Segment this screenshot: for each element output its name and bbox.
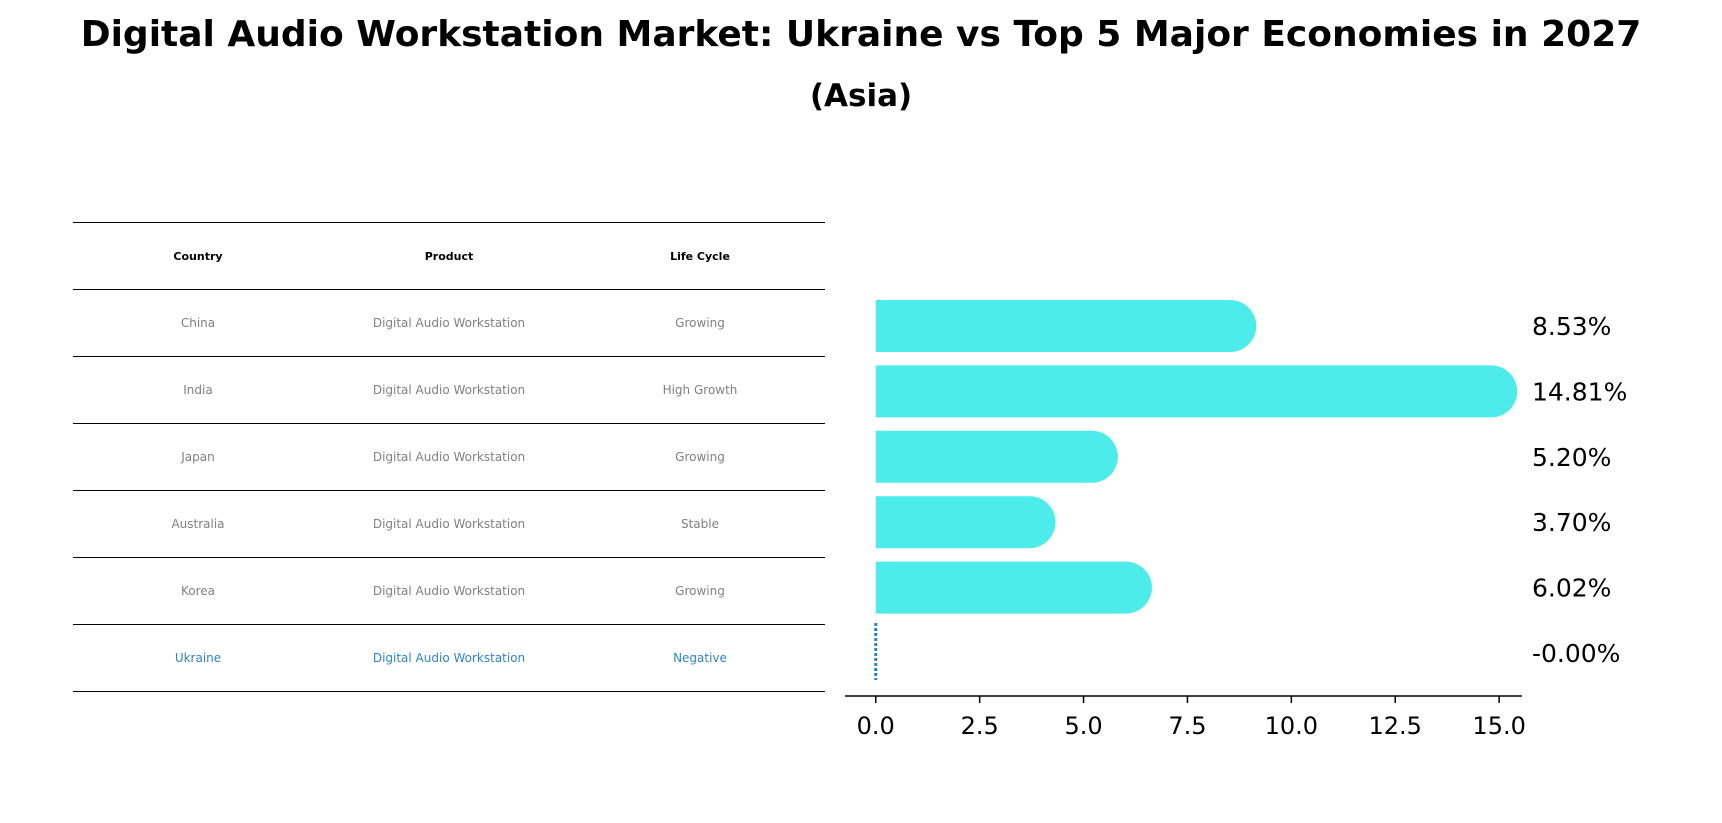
data-label-japan: 5.20% [1532, 443, 1611, 472]
cell-product: Digital Audio Workstation [323, 356, 575, 424]
cell-life-cycle: Growing [575, 289, 825, 357]
cell-country: Ukraine [73, 624, 323, 692]
cell-country: Korea [73, 557, 323, 625]
data-label-india: 14.81% [1532, 377, 1627, 406]
bar-korea [875, 561, 1152, 614]
comparison-table-wrapper: Country Product Life Cycle China Digital… [73, 222, 825, 692]
bar-china [875, 300, 1257, 352]
table-header-row: Country Product Life Cycle [73, 222, 825, 290]
table-row: China Digital Audio Workstation Growing [73, 289, 825, 357]
x-tick-label: 2.5 [961, 712, 999, 740]
chart-title: Digital Audio Workstation Market: Ukrain… [80, 14, 1642, 55]
comparison-table: Country Product Life Cycle China Digital… [73, 222, 825, 692]
cell-life-cycle: Growing [575, 423, 825, 491]
table-row: Japan Digital Audio Workstation Growing [73, 423, 825, 491]
cell-country: Australia [73, 490, 323, 558]
header-product: Product [323, 222, 575, 290]
cell-life-cycle: Negative [575, 624, 825, 692]
cell-life-cycle: High Growth [575, 356, 825, 424]
header-life-cycle: Life Cycle [575, 222, 825, 290]
x-tick-label: 10.0 [1265, 712, 1318, 740]
cell-life-cycle: Stable [575, 490, 825, 558]
data-label-australia: 3.70% [1532, 508, 1611, 537]
data-label-ukraine: -0.00% [1532, 639, 1620, 668]
table-row: Australia Digital Audio Workstation Stab… [73, 490, 825, 558]
table-row: Korea Digital Audio Workstation Growing [73, 557, 825, 625]
cell-country: Japan [73, 423, 323, 491]
bar-japan [875, 430, 1118, 483]
x-tick-label: 15.0 [1472, 712, 1525, 740]
cell-country: India [73, 356, 323, 424]
x-tick-label: 5.0 [1064, 712, 1102, 740]
cell-product: Digital Audio Workstation [323, 490, 575, 558]
bar-india [875, 365, 1518, 418]
bar-australia [875, 496, 1056, 549]
table-row-highlight: Ukraine Digital Audio Workstation Negati… [73, 624, 825, 692]
x-tick-label: 0.0 [857, 712, 895, 740]
x-tick-label: 12.5 [1369, 712, 1422, 740]
cell-product: Digital Audio Workstation [323, 624, 575, 692]
data-label-china: 8.53% [1532, 312, 1611, 341]
chart-subtitle: (Asia) [809, 78, 913, 114]
cell-product: Digital Audio Workstation [323, 289, 575, 357]
data-label-korea: 6.02% [1532, 574, 1611, 603]
cell-country: China [73, 289, 323, 357]
x-tick-label: 7.5 [1168, 712, 1206, 740]
table-row: India Digital Audio Workstation High Gro… [73, 356, 825, 424]
cell-life-cycle: Growing [575, 557, 825, 625]
header-country: Country [73, 222, 323, 290]
